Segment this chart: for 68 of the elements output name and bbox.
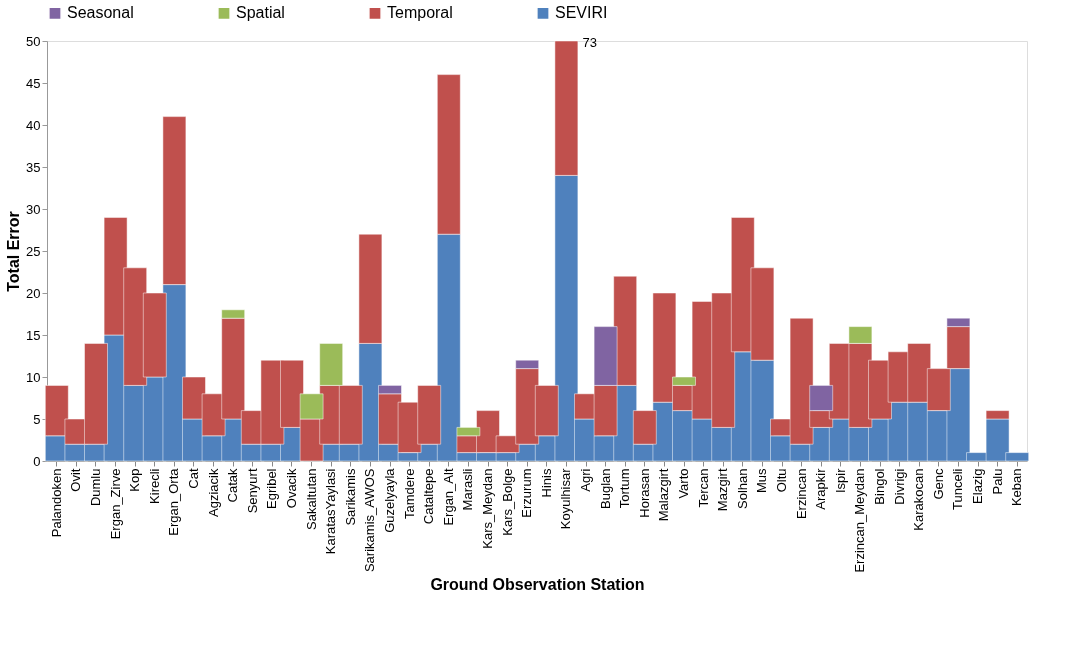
x-tick-label: Tamdere	[401, 468, 417, 520]
x-tick-label: Agziacik	[205, 468, 221, 517]
x-tick-label: Erzincan_Meydan	[852, 468, 868, 573]
x-tick-label: Kars_Bolge	[499, 468, 515, 536]
x-tick-label: Guzelyayla	[382, 467, 397, 533]
y-tick-label: 15	[26, 327, 41, 343]
x-tick-label: Palu	[989, 468, 1005, 495]
x-tick-label: Divrigi	[891, 468, 907, 505]
x-tick-label: Erzincan	[793, 468, 809, 520]
x-tick-label: Varto	[676, 468, 691, 499]
x-tick-label: Tunceli	[950, 468, 966, 510]
x-tick-label: Kars_Meydan	[480, 468, 495, 549]
x-tick-label: Senyurt	[244, 468, 260, 514]
x-tick-label: Solhan	[734, 468, 750, 509]
x-tick-label: Catak	[225, 468, 241, 503]
x-tick-label: Oltu	[774, 468, 789, 493]
y-tick-label: 20	[26, 285, 41, 301]
legend-label: Spatial	[236, 4, 285, 22]
y-tick-label: 0	[33, 453, 41, 469]
y-axis-title: Total Error	[5, 211, 23, 292]
x-tick-label: Hinis	[538, 468, 554, 498]
x-tick-label: Keban	[1009, 468, 1025, 507]
x-tick-label: Sarikamis_AWOS	[362, 468, 378, 573]
x-tick-label: Cat	[186, 468, 201, 489]
x-tick-label: Karakocan	[911, 468, 927, 531]
x-tick-label: Horasan	[636, 468, 652, 518]
x-tick-label: Ergan_Orta	[166, 467, 182, 536]
y-tick-label: 35	[26, 159, 41, 175]
x-tick-label: Ispir	[832, 467, 848, 494]
legend-label: Seasonal	[67, 4, 134, 22]
annotation: 73	[582, 35, 597, 50]
x-tick-label: Ovacik	[284, 468, 299, 509]
y-tick-label: 50	[26, 33, 41, 49]
x-tick-label: Dumlu	[88, 468, 103, 507]
x-tick-label: Tercan	[695, 468, 711, 508]
legend-label: SEVIRI	[555, 4, 608, 22]
x-tick-label: Arapkir	[813, 467, 829, 510]
x-tick-label: Tortum	[617, 468, 633, 509]
x-tick-label: Kop	[127, 468, 143, 492]
y-tick-label: 25	[26, 243, 41, 259]
x-tick-label: Mus	[754, 468, 770, 494]
x-tick-label: Egribel	[264, 468, 280, 509]
x-tick-label: Buglan	[597, 468, 613, 509]
x-axis-title: Ground Observation Station	[430, 575, 645, 593]
x-tick-label: Ovit	[68, 468, 84, 492]
x-tick-label: Marasli	[460, 468, 476, 511]
y-tick-label: 40	[26, 117, 41, 133]
x-tick-label: Agri	[578, 468, 593, 492]
x-tick-label: Mazgirt	[715, 468, 731, 512]
x-tick-label: Kirecli	[146, 468, 162, 504]
x-tick-label: Sakaltutan	[303, 468, 319, 530]
x-tick-label: Malazgirt	[656, 468, 672, 522]
x-tick-label: Koyulhisar	[558, 467, 574, 530]
x-tick-label: Sarikamis	[342, 468, 358, 526]
y-tick-label: 10	[26, 369, 41, 385]
y-tick-label: 30	[26, 201, 41, 217]
x-tick-label: KaratasYaylasi	[323, 468, 339, 555]
legend-label: Temporal	[387, 4, 453, 22]
y-tick-label: 5	[33, 411, 41, 427]
x-tick-label: Erzurum	[519, 468, 535, 518]
x-tick-label: Elazig	[970, 468, 985, 504]
x-tick-label: Ergan_Alt	[440, 468, 456, 526]
x-tick-label: Cataltepe	[421, 468, 437, 525]
x-tick-label: Bingol	[872, 468, 887, 505]
x-tick-label: Genc	[930, 468, 946, 500]
x-tick-label: Palandoken	[48, 468, 64, 538]
x-tick-label: Ergan_Zirve	[107, 468, 123, 540]
y-tick-label: 45	[26, 75, 41, 91]
